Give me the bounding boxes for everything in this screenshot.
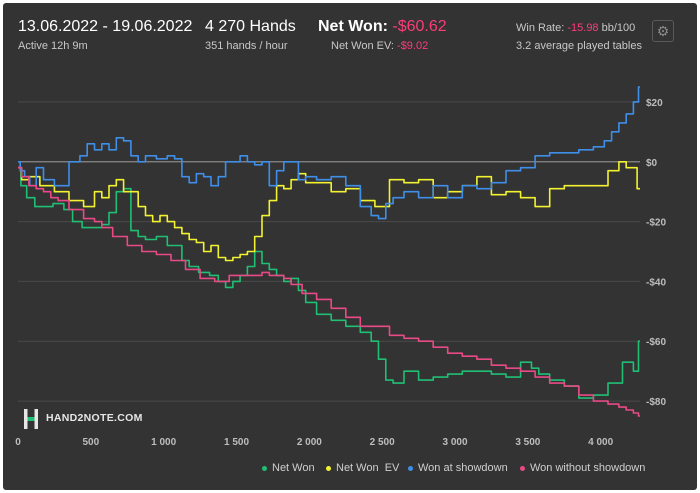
win-rate: Win Rate: -15.98 bb/100 <box>516 22 635 34</box>
series-line-won-at-showdown <box>18 86 640 220</box>
legend-label-won-at-showdown: Won at showdown <box>418 462 508 474</box>
hands-rate: 351 hands / hour <box>205 40 288 52</box>
legend-dot-won-without-showdown <box>520 465 525 471</box>
y-tick-label: $0 <box>646 158 658 169</box>
win-rate-value: -15.98 <box>567 22 599 34</box>
x-tick-label: 1 000 <box>151 437 176 448</box>
date-range: 13.06.2022 - 19.06.2022 <box>18 18 193 35</box>
y-tick-label: -$20 <box>646 218 666 229</box>
logo-mark-icon <box>24 409 38 429</box>
legend-label-net-won-ev: Net Won EV <box>336 462 400 474</box>
x-tick-label: 500 <box>82 437 99 448</box>
average-tables: 3.2 average played tables <box>516 40 642 52</box>
legend-label-net-won: Net Won <box>272 462 315 474</box>
settings-button[interactable]: ⚙ <box>652 20 674 42</box>
y-tick-label: -$80 <box>646 397 666 408</box>
active-time: Active 12h 9m <box>18 40 88 52</box>
x-tick-label: 2 500 <box>370 437 395 448</box>
net-won-ev-value: -$9.02 <box>397 40 429 52</box>
legend-net-won-ev[interactable]: Net Won EV <box>326 462 399 474</box>
net-won-summary: Net Won: -$60.62 <box>318 18 447 36</box>
x-tick-label: 0 <box>15 437 21 448</box>
win-rate-label: Win Rate: <box>516 22 568 34</box>
series-line-net-won-ev <box>18 161 640 262</box>
x-tick-label: 4 000 <box>588 437 613 448</box>
net-won-ev-summary: Net Won EV: -$9.02 <box>331 40 428 52</box>
legend-won-without-showdown[interactable]: Won without showdown <box>520 462 645 474</box>
logo-text: HAND2NOTE.COM <box>46 412 143 424</box>
x-tick-label: 1 500 <box>224 437 249 448</box>
gear-icon: ⚙ <box>656 23 670 39</box>
net-won-label: Net Won: <box>318 18 393 35</box>
net-won-value: -$60.62 <box>392 18 447 35</box>
legend-dot-net-won-ev <box>326 465 331 471</box>
legend-won-at-showdown[interactable]: Won at showdown <box>408 462 508 474</box>
x-tick-label: 3 000 <box>442 437 467 448</box>
legend-net-won[interactable]: Net Won <box>262 462 315 474</box>
legend-dot-net-won <box>262 465 267 471</box>
x-tick-label: 3 500 <box>515 437 540 448</box>
report-panel <box>3 3 697 490</box>
win-rate-unit: bb/100 <box>598 22 636 34</box>
y-tick-label: $20 <box>646 98 663 109</box>
x-tick-label: 2 000 <box>297 437 322 448</box>
net-won-ev-label: Net Won EV: <box>331 40 398 52</box>
hands-count: 4 270 Hands <box>205 18 296 35</box>
y-tick-label: -$60 <box>646 337 666 348</box>
y-tick-label: -$40 <box>646 277 666 288</box>
series-line-net-won <box>18 166 640 399</box>
legend-label-won-without-showdown: Won without showdown <box>530 462 646 474</box>
legend-dot-won-at-showdown <box>408 465 413 471</box>
series-line-won-without-showdown <box>18 166 640 417</box>
